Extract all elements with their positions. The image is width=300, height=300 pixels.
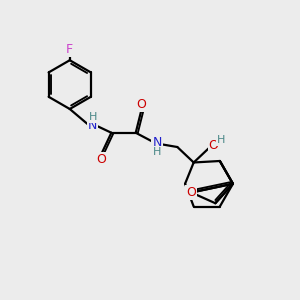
Text: N: N — [152, 136, 162, 149]
Text: O: O — [186, 186, 196, 199]
Text: H: H — [88, 112, 97, 122]
Text: N: N — [88, 119, 97, 132]
Text: F: F — [66, 43, 73, 56]
Text: H: H — [217, 136, 225, 146]
Text: O: O — [209, 139, 218, 152]
Text: O: O — [136, 98, 146, 111]
Text: O: O — [96, 153, 106, 166]
Text: H: H — [153, 147, 161, 157]
